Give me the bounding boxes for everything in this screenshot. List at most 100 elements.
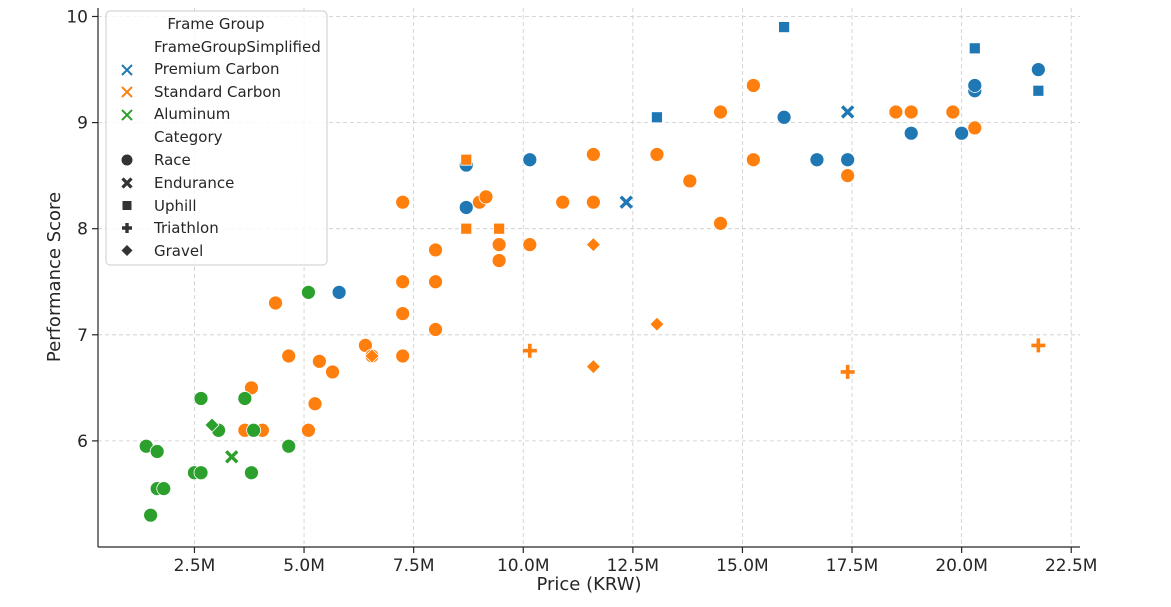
legend-x-marker-icon [121,109,133,121]
point-standard-carbon-circle [478,189,494,205]
legend-item-race: Race [121,151,191,169]
point-premium-carbon-circle [331,284,347,300]
point-standard-carbon-diamond [649,316,665,332]
point-standard-carbon-circle [428,274,443,290]
legend-hue-title: FrameGroupSimplified [154,38,321,56]
y-axis-label: Performance Score [44,192,65,362]
legend-item-triathlon: Triathlon [122,219,219,237]
legend-item-aluminum: Aluminum [121,105,230,123]
point-standard-carbon-circle [967,120,983,136]
y-tick-label: 9 [77,114,88,134]
point-premium-carbon-circle [1030,62,1046,77]
y-tick-label: 6 [77,432,88,452]
point-standard-carbon-circle [268,295,283,311]
point-premium-carbon-circle [458,200,474,215]
point-premium-carbon-square [968,42,981,55]
axes [97,8,1080,548]
point-standard-carbon-circle [903,104,919,120]
data-points [138,21,1046,523]
point-premium-carbon-circle [954,125,970,141]
point-standard-carbon-circle [585,194,601,210]
point-aluminum-circle [149,444,165,459]
point-standard-carbon-circle [522,237,538,253]
x-tick-label: 2.5M [174,556,216,576]
point-standard-carbon-circle [713,104,728,120]
point-standard-carbon-circle [745,152,761,168]
point-premium-carbon-circle [967,78,983,93]
x-tick-label: 15.0M [716,556,769,576]
legend-item-premium-carbon: Premium Carbon [121,60,280,78]
point-premium-carbon-circle [809,152,825,168]
point-standard-carbon-circle [395,306,411,321]
y-tick-label: 7 [77,326,88,346]
legend-item-label: Gravel [154,242,203,260]
point-standard-carbon-circle [307,396,323,412]
y-tick-label: 10 [66,7,88,27]
point-standard-carbon-circle [325,364,340,380]
legend: Frame Group FrameGroupSimplified Premium… [105,10,328,266]
point-standard-carbon-circle [281,348,297,364]
point-standard-carbon-circle [395,274,411,290]
point-standard-carbon-circle [585,147,601,162]
point-aluminum-x [225,450,239,464]
plus-marker-icon [122,223,132,233]
legend-x-marker-icon [121,86,133,98]
point-standard-carbon-circle [491,237,507,253]
point-aluminum-circle [244,465,259,481]
legend-box [105,10,328,266]
point-premium-carbon-x [619,195,633,209]
point-premium-carbon-square [1032,84,1045,97]
point-standard-carbon-circle [428,322,443,337]
legend-item-uphill: Uphill [122,197,197,215]
point-premium-carbon-circle [776,109,792,125]
point-standard-carbon-square [493,222,506,235]
point-aluminum-circle [193,391,209,406]
point-premium-carbon-circle [522,152,538,168]
point-standard-carbon-circle [244,380,259,396]
x-tick-label: 10.0M [497,556,550,576]
point-standard-carbon-circle [301,422,316,438]
point-aluminum-circle [301,284,316,300]
point-premium-carbon-square [778,21,790,33]
point-aluminum-circle [246,422,262,438]
point-standard-carbon-circle [395,194,411,210]
point-standard-carbon-diamond [364,348,380,364]
point-standard-carbon-circle [888,104,904,120]
point-aluminum-circle [193,465,209,481]
point-standard-carbon-circle [713,215,728,231]
point-standard-carbon-circle [840,168,856,184]
point-standard-carbon-circle [428,242,443,258]
legend-item-label: Endurance [154,174,234,192]
legend-item-label: Uphill [154,197,197,215]
point-standard-carbon-diamond [585,237,601,253]
square-marker-icon [122,201,132,210]
legend-item-label: Aluminum [154,105,230,123]
legend-item-gravel: Gravel [121,242,203,260]
point-standard-carbon-circle [682,173,698,189]
point-standard-carbon-diamond [585,359,601,375]
point-standard-carbon-plus [840,364,855,379]
x-tick-label: 22.5M [1045,556,1098,576]
point-aluminum-circle [156,481,172,497]
x-tick-label: 20.0M [935,556,988,576]
x-axis-label: Price (KRW) [536,574,641,595]
point-standard-carbon-circle [745,78,761,93]
point-premium-carbon-square [651,111,663,124]
point-aluminum-circle [281,438,297,454]
legend-item-standard-carbon: Standard Carbon [121,83,281,101]
legend-style-title: Category [154,128,223,146]
legend-item-label: Premium Carbon [154,60,280,78]
point-standard-carbon-circle [945,104,961,120]
point-aluminum-diamond [204,417,220,433]
legend-x-marker-icon [121,64,133,76]
point-standard-carbon-square [460,222,473,235]
point-standard-carbon-circle [555,194,571,210]
point-premium-carbon-circle [903,125,919,141]
legend-item-label: Triathlon [153,219,219,237]
legend-item-endurance: Endurance [121,174,234,192]
point-standard-carbon-circle [358,338,373,353]
y-tick-label: 8 [77,220,88,240]
point-standard-carbon-square [460,153,473,166]
legend-item-label: Standard Carbon [154,83,281,101]
